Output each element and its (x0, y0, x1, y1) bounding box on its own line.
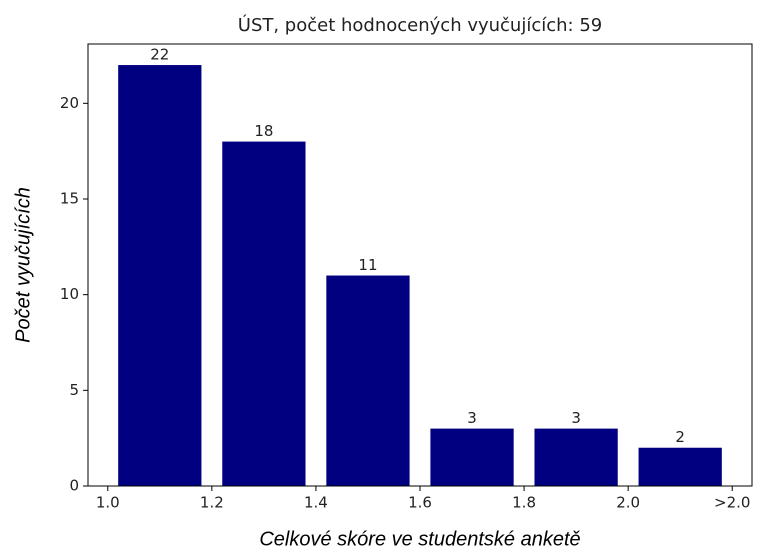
bar (222, 141, 306, 486)
y-tick-label: 10 (60, 285, 79, 303)
y-tick-label: 5 (69, 381, 79, 399)
x-tick-label: 1.8 (512, 494, 536, 512)
data-label: 11 (358, 256, 377, 274)
data-label: 3 (571, 409, 581, 427)
x-tick-label: 2.0 (616, 494, 640, 512)
chart-title: ÚST, počet hodnocených vyučujících: 59 (238, 14, 602, 36)
bar (326, 275, 410, 486)
x-axis-label: Celkové skóre ve studentské anketě (259, 528, 580, 550)
x-tick-label: 1.4 (304, 494, 328, 512)
y-tick-label: 20 (60, 94, 79, 112)
y-tick-label: 0 (69, 477, 79, 495)
bar (430, 428, 514, 486)
y-tick-label: 15 (60, 189, 79, 207)
y-axis-label: Počet vyučujících (12, 187, 34, 343)
bar (118, 65, 202, 487)
plot-frame (87, 43, 753, 487)
bar (638, 447, 722, 486)
data-label: 3 (467, 409, 477, 427)
x-tick-label: 1.0 (96, 494, 120, 512)
data-label: 2 (675, 428, 685, 446)
x-tick-label: >2.0 (714, 494, 750, 512)
x-tick-label: 1.6 (408, 494, 432, 512)
bar (534, 428, 618, 486)
data-label: 22 (150, 46, 169, 64)
x-tick-label: 1.2 (200, 494, 224, 512)
data-label: 18 (254, 122, 273, 140)
